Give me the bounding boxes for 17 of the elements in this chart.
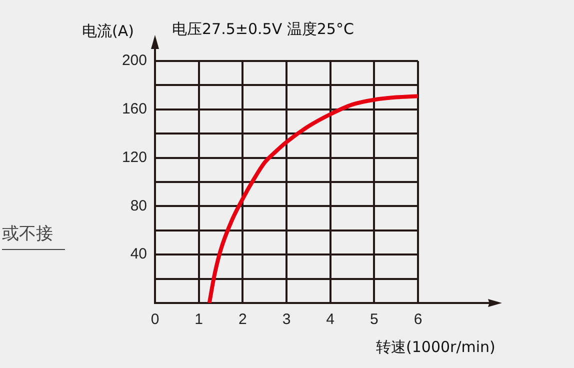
x-tick-label: 2	[238, 311, 247, 328]
line-series	[207, 94, 418, 303]
x-tick-label: 1	[194, 311, 204, 328]
text: 或不接	[2, 222, 65, 250]
y-tick-label: 40	[130, 246, 147, 263]
y-tick-label: 200	[122, 52, 147, 70]
x-tick-label: 6	[414, 311, 422, 328]
chart-title: 电压27.5±0.5V 温度25°C	[172, 20, 354, 39]
x-tick-label: 3	[282, 311, 291, 328]
y-tick-label: 80	[130, 197, 147, 214]
x-tick-label: 5	[370, 311, 378, 328]
y-axis-title: 电流(A)	[82, 22, 134, 41]
y-tick-label: 120	[122, 148, 147, 166]
x-axis-title: 转速(1000r/min)	[376, 338, 496, 357]
x-tick-label: 0	[150, 311, 160, 328]
y-tick-label: 160	[122, 100, 147, 118]
x-tick-label: 4	[326, 311, 335, 328]
